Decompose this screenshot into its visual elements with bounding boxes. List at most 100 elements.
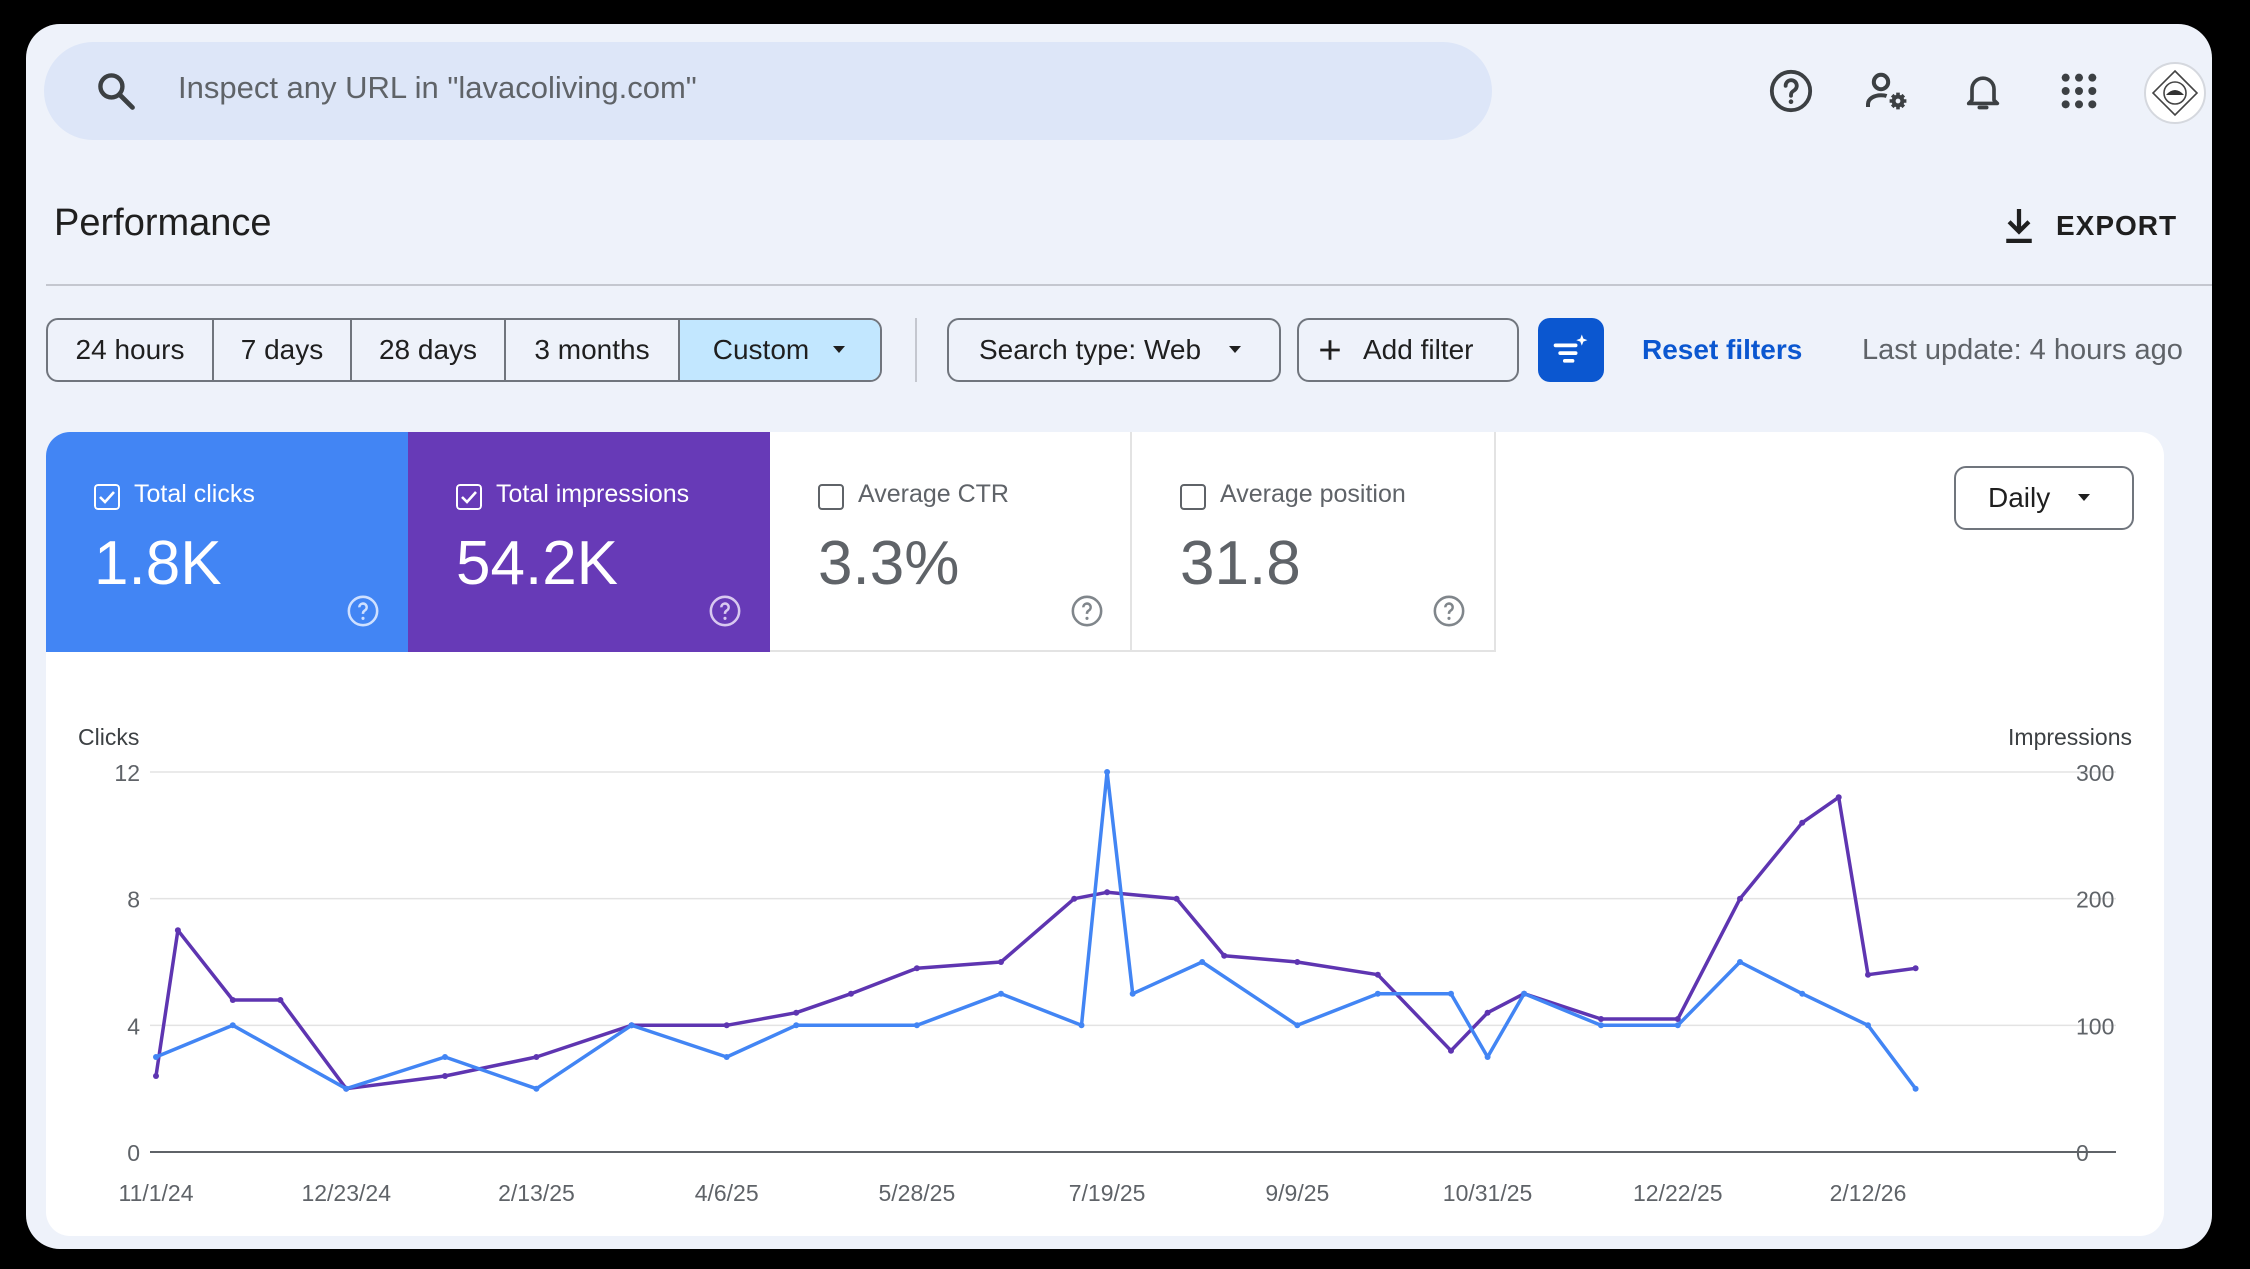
y-right-tick-label: 300 bbox=[2076, 760, 2114, 786]
range-3-months[interactable]: 3 months bbox=[506, 320, 680, 380]
url-inspection-search[interactable]: Inspect any URL in "lavacoliving.com" bbox=[44, 42, 1492, 140]
metric-label: Average CTR bbox=[858, 480, 1009, 508]
clicks-data-point bbox=[998, 990, 1004, 997]
sparkle-filter-icon bbox=[1553, 334, 1588, 363]
clicks-data-point bbox=[1912, 1085, 1919, 1092]
reset-filters-link[interactable]: Reset filters bbox=[1642, 334, 1803, 365]
metric-value: 54.2K bbox=[456, 529, 619, 598]
plus-icon bbox=[1320, 340, 1340, 360]
impressions-data-point bbox=[1448, 1047, 1454, 1054]
impressions-data-point bbox=[533, 1054, 540, 1060]
dropdown-arrow-icon bbox=[1229, 346, 1242, 353]
clicks-data-point bbox=[1078, 1022, 1085, 1029]
clicks-data-point bbox=[1104, 769, 1111, 775]
add-filter-label: Add filter bbox=[1363, 334, 1474, 365]
impressions-data-point bbox=[1104, 889, 1111, 896]
range-24-hours[interactable]: 24 hours bbox=[48, 320, 214, 380]
help-icon[interactable] bbox=[1432, 594, 1466, 628]
ai-filter-button[interactable] bbox=[1538, 318, 1604, 382]
impressions-data-point bbox=[277, 997, 284, 1003]
clicks-data-point bbox=[1294, 1022, 1301, 1029]
performance-chart-card: 12 300 8 200 4 100 0 0 Clicks Impressions 11/1/24 1… bbox=[46, 432, 2164, 1236]
x-tick-label: 12/22/25 bbox=[1633, 1180, 1723, 1206]
range-28-days[interactable]: 28 days bbox=[352, 320, 506, 380]
export-button[interactable]: EXPORT bbox=[2002, 198, 2177, 254]
divider bbox=[46, 284, 2212, 286]
filter-divider bbox=[915, 318, 917, 382]
account-settings-icon[interactable] bbox=[1862, 66, 1912, 116]
y-left-tick-label: 0 bbox=[127, 1140, 140, 1166]
metric-total-impressions[interactable]: Total impressions 54.2K bbox=[408, 432, 770, 652]
checkbox-checked-icon[interactable] bbox=[94, 484, 120, 510]
clicks-data-point bbox=[153, 1054, 159, 1060]
metric-total-clicks[interactable]: Total clicks 1.8K bbox=[46, 432, 408, 652]
apps-grid-icon[interactable] bbox=[2054, 66, 2104, 116]
help-icon[interactable] bbox=[708, 594, 742, 628]
impressions-data-point bbox=[1799, 819, 1806, 826]
clicks-data-point bbox=[628, 1022, 635, 1029]
help-icon[interactable] bbox=[1766, 66, 1816, 116]
x-tick-label: 12/23/24 bbox=[301, 1180, 391, 1206]
impressions-data-point bbox=[1737, 895, 1743, 902]
metric-value: 3.3% bbox=[818, 529, 960, 598]
profile-avatar[interactable] bbox=[2144, 62, 2206, 124]
clicks-data-point bbox=[1865, 1022, 1871, 1029]
checkbox-unchecked-icon[interactable] bbox=[818, 484, 844, 510]
search-placeholder[interactable]: Inspect any URL in "lavacoliving.com" bbox=[178, 70, 697, 105]
range-7-days[interactable]: 7 days bbox=[214, 320, 352, 380]
metric-value: 1.8K bbox=[94, 529, 222, 598]
clicks-data-point bbox=[913, 1022, 920, 1029]
metric-label: Average position bbox=[1220, 480, 1406, 508]
y-right-tick-label: 100 bbox=[2076, 1013, 2114, 1039]
export-label: EXPORT bbox=[2056, 210, 2178, 241]
help-icon[interactable] bbox=[346, 594, 380, 628]
impressions-data-point bbox=[1221, 952, 1228, 959]
dropdown-arrow-icon bbox=[833, 346, 846, 353]
impressions-data-point bbox=[723, 1022, 730, 1029]
clicks-data-point bbox=[723, 1054, 730, 1060]
dropdown-arrow-icon bbox=[2078, 494, 2091, 501]
last-update-text: Last update: 4 hours ago bbox=[1862, 334, 2183, 366]
clicks-data-point bbox=[1129, 990, 1136, 997]
clicks-data-point bbox=[442, 1054, 448, 1060]
checkbox-checked-icon[interactable] bbox=[456, 484, 482, 510]
x-tick-label: 4/6/25 bbox=[695, 1180, 759, 1206]
granularity-dropdown[interactable]: Daily bbox=[1954, 466, 2134, 530]
metric-average-ctr[interactable]: Average CTR 3.3% bbox=[770, 432, 1132, 652]
search-icon bbox=[98, 73, 135, 110]
impressions-data-point bbox=[998, 959, 1004, 965]
add-filter-button[interactable]: Add filter bbox=[1297, 318, 1519, 382]
performance-chart: 12 300 8 200 4 100 0 0 Clicks Impressions 11/1/24 1… bbox=[78, 724, 2132, 1206]
help-icon[interactable] bbox=[1070, 594, 1104, 628]
impressions-data-point bbox=[1912, 965, 1919, 972]
clicks-data-point bbox=[1374, 990, 1381, 997]
clicks-data-point bbox=[343, 1085, 350, 1092]
clicks-data-point bbox=[229, 1022, 236, 1029]
search-type-filter[interactable]: Search type: Web bbox=[947, 318, 1281, 382]
checkbox-unchecked-icon[interactable] bbox=[1180, 484, 1206, 510]
page-title: Performance bbox=[54, 202, 272, 244]
clicks-data-point bbox=[1448, 990, 1454, 997]
impressions-data-point bbox=[1835, 794, 1842, 801]
impressions-data-point bbox=[1294, 959, 1301, 965]
clicks-data-point bbox=[1598, 1022, 1604, 1029]
clicks-data-point bbox=[1799, 990, 1806, 997]
app-window: Inspect any URL in "lavacoliving.com" Pe… bbox=[26, 24, 2212, 1249]
x-tick-label: 10/31/25 bbox=[1443, 1180, 1533, 1206]
y-left-tick-label: 12 bbox=[114, 760, 140, 786]
range-custom-label: Custom bbox=[712, 334, 810, 365]
y-left-tick-label: 4 bbox=[127, 1013, 140, 1039]
y-left-axis-label: Clicks bbox=[78, 724, 139, 750]
notifications-bell-icon[interactable] bbox=[1958, 66, 2008, 116]
impressions-data-point bbox=[1173, 895, 1180, 902]
clicks-data-point bbox=[1521, 990, 1528, 997]
range-custom[interactable]: Custom bbox=[680, 320, 880, 380]
clicks-data-point bbox=[1484, 1054, 1491, 1060]
y-right-tick-label: 200 bbox=[2076, 887, 2114, 913]
x-tick-label: 7/19/25 bbox=[1069, 1180, 1146, 1206]
impressions-data-point bbox=[1484, 1009, 1491, 1016]
y-left-tick-label: 8 bbox=[127, 887, 140, 913]
impressions-series-line bbox=[154, 795, 1916, 1091]
impressions-data-point bbox=[1374, 971, 1381, 978]
metric-average-position[interactable]: Average position 31.8 bbox=[1132, 432, 1496, 652]
